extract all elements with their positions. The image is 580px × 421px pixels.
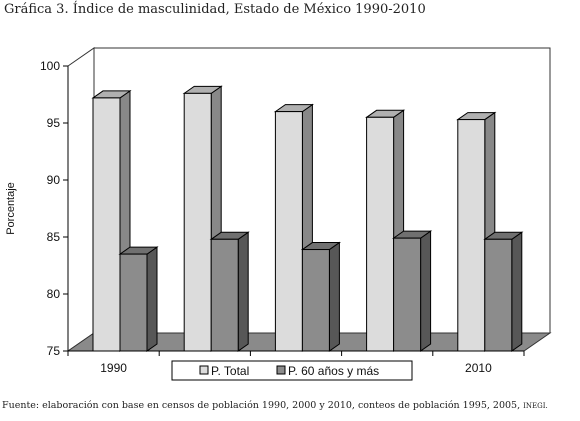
y-tick-label: 80 xyxy=(47,287,61,301)
legend-swatch-total xyxy=(199,365,209,375)
x-tick-label: 2010 xyxy=(465,361,492,375)
bar-front xyxy=(393,237,422,352)
bar-side xyxy=(237,231,249,352)
bar-side xyxy=(420,230,432,352)
legend-label-total: P. Total xyxy=(211,364,249,378)
bar-sixty-plus-1990 xyxy=(118,246,159,352)
bar-sixty-plus-2005 xyxy=(392,230,433,352)
bar-sixty-plus-1995 xyxy=(209,231,250,352)
bar-front xyxy=(92,97,121,352)
y-axis-title: Porcentaje xyxy=(5,182,17,235)
y-tick-label: 75 xyxy=(47,344,61,358)
chart-title: Gráfica 3. Índice de masculinidad, Estad… xyxy=(4,2,426,17)
y-tick-label: 100 xyxy=(40,59,60,73)
y-tick-label: 90 xyxy=(47,173,61,187)
bar-front xyxy=(210,238,239,352)
bar-total-2010 xyxy=(456,111,497,352)
x-axis-labels: 1990 2010 xyxy=(100,361,492,375)
y-tick-label: 95 xyxy=(47,116,61,130)
bars xyxy=(91,85,524,352)
bar-side xyxy=(328,241,340,352)
bar-front xyxy=(484,238,513,352)
bar-side xyxy=(146,246,158,352)
bar-front xyxy=(301,249,330,352)
legend-swatch-sixty-plus xyxy=(276,365,286,375)
x-tick-label: 1990 xyxy=(100,361,127,375)
plot-side-wall xyxy=(67,47,95,352)
bar-chart: 75 80 85 90 95 100 Porcentaje 1990 2010 P. Tota… xyxy=(5,47,552,381)
bar-front xyxy=(183,92,212,352)
bar-front xyxy=(274,111,303,352)
source-abbreviation: INEGI. xyxy=(523,402,548,410)
bar-sixty-plus-2000 xyxy=(300,241,341,352)
source-text: Fuente: elaboración con base en censos d… xyxy=(2,400,524,411)
source-note: Fuente: elaboración con base en censos d… xyxy=(2,400,548,411)
legend: P. Total P. 60 años y más xyxy=(171,360,413,381)
bar-front xyxy=(366,116,395,352)
bar-front xyxy=(457,119,486,352)
y-tick-label: 85 xyxy=(47,230,61,244)
legend-label-sixty-plus: P. 60 años y más xyxy=(288,364,379,378)
bar-front xyxy=(119,253,148,352)
bar-total-2000 xyxy=(273,103,314,352)
legend-box xyxy=(171,360,413,381)
bar-side xyxy=(511,231,523,352)
bar-sixty-plus-2010 xyxy=(483,231,524,352)
